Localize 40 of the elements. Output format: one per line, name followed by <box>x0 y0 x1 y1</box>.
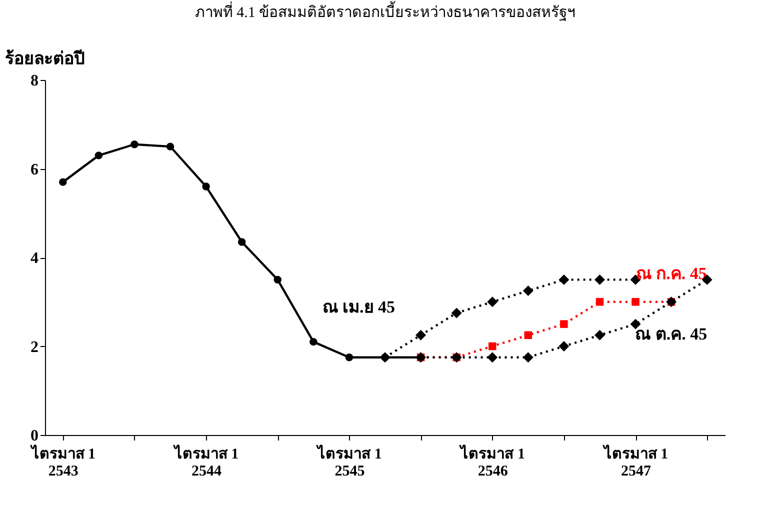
chart-title: ภาพที่ 4.1 ข้อสมมติอัตราดอกเบี้ยระหว่างธนาคารของสหรัฐฯ <box>194 1 576 21</box>
point <box>130 140 138 148</box>
y-tick-label: 2 <box>30 338 38 356</box>
point <box>594 330 605 340</box>
x-tick-label: ไตรมาส 1 2544 <box>172 444 239 480</box>
series-label: ณ ต.ค. 45 <box>635 324 708 344</box>
point <box>632 298 640 306</box>
x-tick-label: ไตรมาส 1 2547 <box>602 444 668 480</box>
x-tick-label: ไตรมาส 1 2543 <box>29 444 96 480</box>
point <box>487 352 498 363</box>
point <box>522 286 534 296</box>
y-axis-title: ร้อยละต่อปี <box>5 48 85 68</box>
point <box>451 308 462 318</box>
series-label: ณ เม.ย 45 <box>322 297 395 316</box>
point <box>560 320 568 328</box>
point <box>94 152 103 160</box>
y-tick-label: 8 <box>30 72 38 90</box>
point <box>416 330 426 340</box>
point <box>522 352 534 363</box>
point <box>274 276 282 284</box>
point <box>630 318 641 330</box>
point <box>488 342 496 350</box>
y-tick-label: 6 <box>30 161 38 178</box>
point <box>166 142 174 150</box>
point <box>596 298 604 306</box>
x-tick-label: ไตรมาส 1 2545 <box>316 444 382 480</box>
point <box>238 238 246 246</box>
point <box>59 178 67 186</box>
point <box>487 296 498 308</box>
point <box>558 274 570 285</box>
y-tick-label: 4 <box>30 250 38 267</box>
series-label: ณ ก.ค. 45 <box>636 264 707 283</box>
y-tick-label: 0 <box>30 428 38 444</box>
point <box>524 331 532 340</box>
point <box>558 341 570 352</box>
point <box>345 353 354 362</box>
point <box>202 182 210 190</box>
point <box>310 338 318 346</box>
point <box>594 274 605 285</box>
x-tick-label: ไตรมาส 1 2546 <box>458 444 525 480</box>
